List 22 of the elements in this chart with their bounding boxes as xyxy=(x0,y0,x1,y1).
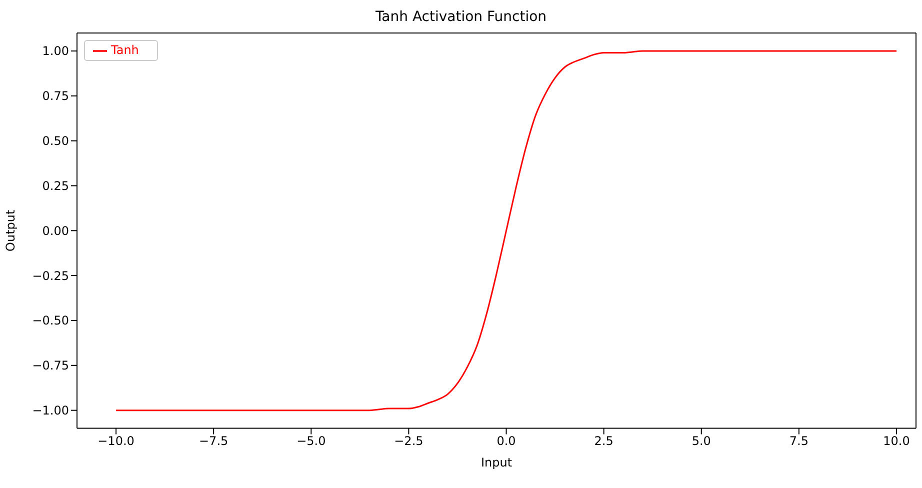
y-tick-label: −1.00 xyxy=(32,404,69,418)
x-tick-label: 10.0 xyxy=(883,434,910,448)
y-tick-label: 1.00 xyxy=(42,44,69,58)
y-axis-title: Output xyxy=(3,210,18,252)
x-tick-label: −7.5 xyxy=(199,434,228,448)
y-tick-label: 0.50 xyxy=(42,134,69,148)
chart-title: Tanh Activation Function xyxy=(374,9,548,25)
x-tick-label: 5.0 xyxy=(692,434,711,448)
y-tick-label: −0.25 xyxy=(32,268,69,283)
x-axis-title: Input xyxy=(480,455,512,470)
x-tick-label: 7.5 xyxy=(789,434,808,448)
y-tick-label: −0.50 xyxy=(32,314,69,328)
x-tick-label: 2.5 xyxy=(594,434,614,448)
y-tick-label: −0.75 xyxy=(32,358,69,373)
y-tick-label: 0.25 xyxy=(42,178,69,193)
legend-label: Tanh xyxy=(111,43,139,57)
x-tick-label: −10.0 xyxy=(98,434,134,448)
x-tick-label: −2.5 xyxy=(394,434,424,448)
x-tick-label: −5.0 xyxy=(296,434,326,448)
y-tick-label: 0.00 xyxy=(42,224,69,238)
y-tick-label: 0.75 xyxy=(42,89,69,104)
x-tick-label: 0.0 xyxy=(496,434,516,448)
